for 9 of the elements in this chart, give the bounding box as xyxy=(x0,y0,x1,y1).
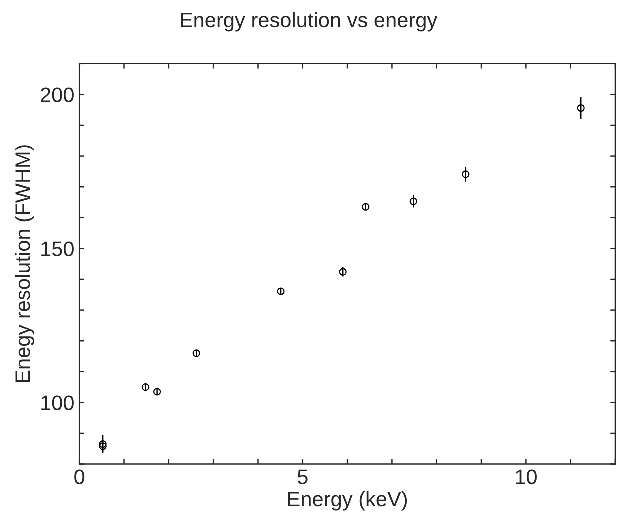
x-axis-title: Energy (keV) xyxy=(288,491,408,511)
x-tick-label: 5 xyxy=(298,470,308,484)
y-tick-label: 200 xyxy=(41,88,74,102)
y-tick-label: 100 xyxy=(42,396,74,410)
x-tick-label: 10 xyxy=(516,470,537,484)
chart-title: Energy resolution vs energy xyxy=(181,12,438,32)
x-tick-label: 0 xyxy=(74,470,85,484)
y-axis-title: Enegy resolution (FWHM) xyxy=(15,146,34,382)
y-tick-label: 150 xyxy=(42,242,74,256)
